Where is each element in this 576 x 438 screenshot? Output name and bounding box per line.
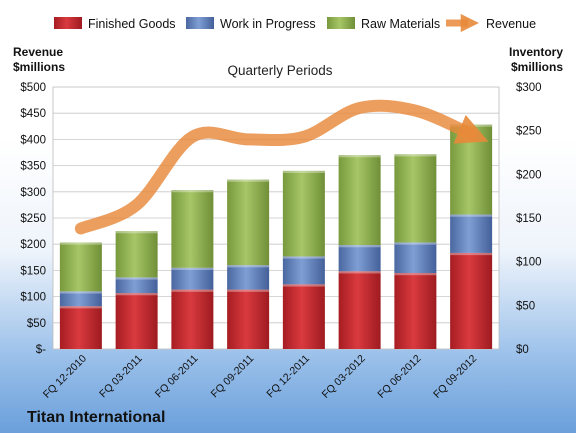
left-axis-title-line1: Revenue <box>13 45 63 59</box>
bar-raw-materials <box>171 190 213 268</box>
bar-raw-materials <box>339 155 381 245</box>
bar-work-in-progress <box>283 256 325 284</box>
bar-finished-goods-highlight <box>283 284 325 286</box>
bar-finished-goods <box>283 284 325 349</box>
bar-work-in-progress <box>450 215 492 253</box>
right-tick-label: $150 <box>516 213 542 225</box>
bar-finished-goods-highlight <box>227 290 269 292</box>
bar-finished-goods <box>116 293 158 349</box>
bar-work-in-progress <box>171 268 213 290</box>
right-tick-label: $100 <box>516 257 542 269</box>
bar-finished-goods <box>227 290 269 349</box>
left-axis-title-line2: $millions <box>13 60 65 74</box>
bar-work-in-progress-highlight <box>450 215 492 217</box>
bar-finished-goods <box>60 306 102 349</box>
bar-raw-materials <box>283 171 325 257</box>
left-tick-label: $350 <box>20 161 46 173</box>
bar-work-in-progress <box>227 265 269 289</box>
left-tick-label: $200 <box>20 239 46 251</box>
left-tick-label: $250 <box>20 213 46 225</box>
right-tick-label: $200 <box>516 169 542 181</box>
bar-work-in-progress-highlight <box>227 265 269 267</box>
legend-swatch-finished-goods <box>54 17 82 29</box>
left-tick-label: $50 <box>27 318 46 330</box>
legend-label-work-in-progress: Work in Progress <box>220 17 316 31</box>
bar-finished-goods <box>171 290 213 349</box>
bar-raw-materials <box>116 231 158 277</box>
bar-finished-goods-highlight <box>394 273 436 275</box>
legend-label-revenue: Revenue <box>486 17 536 31</box>
bar-finished-goods-highlight <box>450 253 492 255</box>
bar-finished-goods-highlight <box>339 271 381 273</box>
legend-swatch-raw-materials <box>327 17 355 29</box>
x-tick-label: FQ 09-2012 <box>431 353 479 401</box>
bar-work-in-progress-highlight <box>394 242 436 244</box>
x-tick-label: FQ 09-2011 <box>209 353 257 401</box>
right-tick-label: $0 <box>516 344 529 356</box>
x-tick-label: FQ 12-2011 <box>264 353 312 401</box>
bar-finished-goods-highlight <box>171 290 213 292</box>
x-tick-label: FQ 03-2012 <box>320 353 368 401</box>
left-tick-label: $100 <box>20 292 46 304</box>
legend-label-raw-materials: Raw Materials <box>361 17 440 31</box>
bar-work-in-progress-highlight <box>171 268 213 270</box>
bar-work-in-progress <box>116 277 158 293</box>
legend: Finished Goods Work in Progress Raw Mate… <box>54 17 536 31</box>
x-tick-label: FQ 06-2011 <box>153 353 201 401</box>
bar-raw-materials <box>227 180 269 266</box>
bar-finished-goods <box>394 273 436 349</box>
bar-finished-goods-highlight <box>60 306 102 308</box>
bar-raw-materials <box>394 154 436 242</box>
bar-raw-materials-highlight <box>339 155 381 157</box>
bar-raw-materials <box>60 242 102 291</box>
bar-work-in-progress-highlight <box>116 277 158 279</box>
bar-finished-goods <box>450 253 492 349</box>
legend-swatch-work-in-progress <box>186 17 214 29</box>
right-axis-title-line2: $millions <box>511 60 563 74</box>
bar-raw-materials-highlight <box>227 180 269 182</box>
right-axis-title-line1: Inventory <box>509 45 563 59</box>
bar-finished-goods-highlight <box>116 293 158 295</box>
x-tick-label: FQ 06-2012 <box>375 353 423 401</box>
company-name: Titan International <box>27 409 165 426</box>
left-axis-ticks: $- $50 $100 $150 $200 $250 $300 $350 $400 $450 $50… <box>20 82 46 356</box>
bar-work-in-progress-highlight <box>60 291 102 293</box>
left-tick-label: $400 <box>20 134 46 146</box>
bar-raw-materials-highlight <box>116 231 158 233</box>
bar-raw-materials-highlight <box>283 171 325 173</box>
x-tick-label: FQ 03-2011 <box>97 353 145 401</box>
bar-raw-materials-highlight <box>60 242 102 244</box>
right-axis-ticks: $0 $50 $100 $150 $200 $250 $300 <box>516 82 542 356</box>
left-tick-label: $- <box>36 344 46 356</box>
bar-raw-materials-highlight <box>171 190 213 192</box>
bar-work-in-progress-highlight <box>339 245 381 247</box>
bar-raw-materials-highlight <box>394 154 436 156</box>
bar-work-in-progress-highlight <box>283 256 325 258</box>
right-tick-label: $250 <box>516 126 542 138</box>
left-tick-label: $500 <box>20 82 46 94</box>
x-tick-label: FQ 12-2010 <box>41 353 89 401</box>
legend-label-finished-goods: Finished Goods <box>88 17 176 31</box>
left-tick-label: $450 <box>20 108 46 120</box>
chart-title: Quarterly Periods <box>227 63 332 78</box>
left-tick-label: $300 <box>20 187 46 199</box>
bar-finished-goods <box>339 271 381 349</box>
right-tick-label: $300 <box>516 82 542 94</box>
right-tick-label: $50 <box>516 300 535 312</box>
bar-work-in-progress <box>394 242 436 273</box>
bar-work-in-progress <box>339 245 381 271</box>
left-tick-label: $150 <box>20 265 46 277</box>
bar-work-in-progress <box>60 291 102 306</box>
